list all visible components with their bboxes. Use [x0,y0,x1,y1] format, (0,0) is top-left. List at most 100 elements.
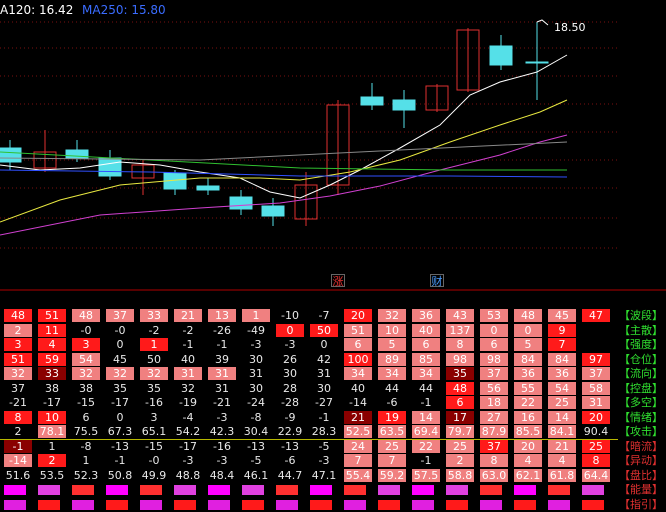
indicator-cell: 30 [283,367,297,380]
candle-body-0 [0,147,22,163]
indicator-row-label[interactable]: 【波段】 [619,309,663,322]
energy-bar [140,499,162,510]
indicator-cell: -15 [77,396,95,409]
energy-bar [446,485,468,495]
ma-line-magenta [0,134,568,236]
indicator-cell: 20 [344,309,372,322]
energy-bar [412,485,434,495]
candle-body-13 [425,85,449,111]
indicator-row-label[interactable]: 【仓位】 [619,352,663,366]
indicator-cell: -14 [349,396,367,409]
candle-body-2 [65,149,89,159]
indicator-row-label[interactable]: 【暗流】 [619,439,663,453]
candle-body-8 [261,205,285,217]
candle-body-16 [525,61,549,64]
indicator-cell: 19 [378,410,406,424]
price-chart[interactable]: 18.50 A120: 16.42 MA250: 15.80 涨 财 [0,0,666,292]
indicator-cell: -1 [4,439,32,453]
indicator-row-label[interactable]: 【异动】 [619,454,663,467]
ma-line-blue [0,169,568,178]
candlestick-chart[interactable]: 18.50 [0,0,666,292]
energy-bar [480,485,502,495]
indicator-cell: -3 [216,410,228,424]
indicator-cell: 7 [378,454,406,467]
indicator-cell: 85 [412,352,440,366]
indicator-row: -1 1 -8 -13 -15 -17 -16 -13 -13 -5 24 25 22 25 37 20 21 2… [0,439,666,454]
indicator-cell: 55 [514,381,542,395]
energy-bar [208,499,230,510]
indicator-cell: -5 [250,454,262,467]
energy-bar [582,485,604,495]
indicator-cell: 90.4 [583,425,609,438]
energy-bar [514,485,536,495]
indicator-row-label[interactable]: 【控盘】 [619,381,663,395]
energy-bar [208,485,230,495]
indicator-row-label[interactable]: 【情绪】 [619,410,663,424]
indicator-row: 51.6 53.5 52.3 50.8 49.9 48.8 48.4 46.1 44.7 47.1… [0,468,666,483]
indicator-cell: 32 [72,367,100,380]
indicator-cell: 14 [412,410,440,424]
indicator-cell: -3 [284,338,296,351]
indicator-cell: 47.1 [311,468,337,482]
event-marker-b[interactable]: 财 [430,274,444,288]
indicator-row: 2 11 -0 -0 -2 -2 -26 -49 0 50 51 10 40 137 0 0 9 【主散】 [0,323,666,338]
indicator-cell: 48.4 [209,468,235,482]
energy-bar [242,485,264,495]
indicator-row-label[interactable]: 【能量】 [619,483,663,496]
candle-body-1 [33,151,57,169]
indicator-cell: 26 [283,352,297,366]
indicator-row: 【能量】 [0,483,666,497]
indicator-row-label[interactable]: 【盘比】 [619,468,663,482]
indicator-cell: 30 [317,381,331,395]
indicator-cell: 30 [249,352,263,366]
indicator-cell: 1 [140,338,168,351]
indicator-cell: 100 [344,352,372,366]
indicator-cell: 54 [548,381,576,395]
indicator-row-label[interactable]: 【主散】 [619,323,663,337]
indicator-cell: 32 [378,309,406,322]
energy-bar [276,499,298,510]
indicator-cell: -14 [4,454,32,467]
indicator-cell: 6 [82,410,90,424]
indicator-row: 32 33 32 32 32 31 31 31 30 31 34 34 34 35 37 36 36 37 【流向】 [0,367,666,381]
indicator-cell: 9 [548,323,576,337]
energy-bar [106,485,128,495]
indicator-cell: 52.5 [344,425,372,438]
indicator-cell: 36 [412,309,440,322]
indicator-cell: -1 [182,338,194,351]
indicator-cell: -10 [281,309,299,322]
ma120-label: A120: 16.42 [0,3,74,17]
indicator-cell: 48 [72,309,100,322]
indicator-cell: -1 [420,454,432,467]
indicator-cell: 28.3 [311,425,337,438]
indicator-cell: 30.4 [243,425,269,438]
indicator-row-label[interactable]: 【强度】 [619,338,663,351]
indicator-cell: 58.8 [446,468,474,482]
indicator-cell: 44 [385,381,399,395]
indicator-cell: -0 [148,454,160,467]
indicator-cell: 45 [548,309,576,322]
indicator-cell: 16 [514,410,542,424]
indicator-row-label[interactable]: 【攻击】 [619,425,663,438]
indicator-cell: -27 [315,396,333,409]
indicator-row-label[interactable]: 【指引】 [619,497,663,511]
indicator-separator [0,439,618,440]
energy-bar [446,499,468,510]
energy-bar [72,499,94,510]
indicator-cell: 37 [480,439,508,453]
indicator-row-label[interactable]: 【流向】 [619,367,663,380]
event-marker-a[interactable]: 涨 [331,274,345,288]
indicator-cell: 31 [249,367,263,380]
indicator-cell: 36 [548,367,576,380]
indicator-cell: 20 [514,439,542,453]
indicator-cell: 10 [378,323,406,337]
indicator-cell: 63.0 [480,468,508,482]
indicator-row-label[interactable]: 【多空】 [619,396,663,409]
indicator-row: 【指引】 [0,498,666,512]
candle-body-12 [392,99,416,111]
ma-line-grey [0,141,568,161]
indicator-cell: -6 [284,454,296,467]
candle-body-3 [98,157,122,177]
indicator-cell: -5 [318,439,330,453]
indicator-cell: 44 [419,381,433,395]
